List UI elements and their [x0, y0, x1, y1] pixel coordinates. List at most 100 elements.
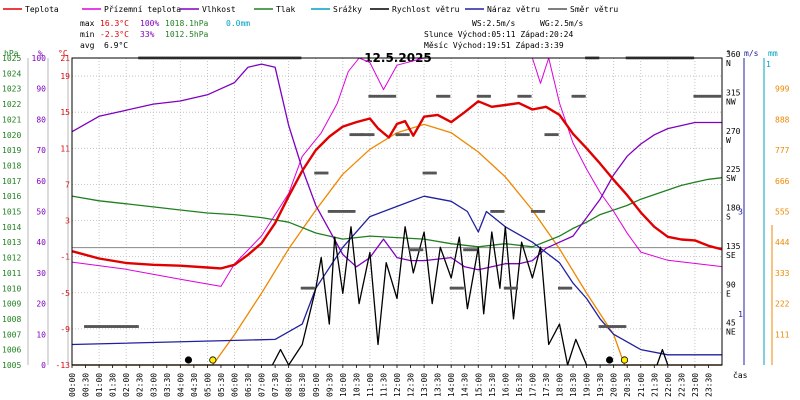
wind-direction-mark — [426, 171, 430, 175]
stats-avg-label: avg — [80, 41, 95, 50]
direction-tick-label: N — [726, 59, 731, 68]
x-tick-label: 09:30 — [325, 373, 334, 397]
wind-direction-mark — [132, 325, 136, 328]
wind-unit: m/s — [744, 49, 759, 58]
wind-direction-mark — [312, 286, 315, 290]
direction-tick-label: S — [726, 213, 731, 222]
wind-direction-mark — [304, 286, 308, 290]
x-tick-label: 16:00 — [501, 373, 510, 397]
wind-direction-mark — [534, 210, 538, 213]
humidity-tick-label: 60 — [36, 177, 46, 186]
x-tick-label: 14:30 — [461, 373, 470, 397]
wind-direction-mark — [555, 133, 559, 137]
x-axis-label: čas — [733, 370, 748, 380]
wind-direction-mark — [515, 286, 519, 290]
wind-direction-mark — [124, 325, 128, 328]
wind-direction-mark — [476, 94, 480, 98]
pressure-tick-label: 1024 — [2, 69, 21, 78]
pressure-tick-label: 1020 — [2, 131, 21, 140]
pressure-tick-label: 1019 — [2, 146, 21, 155]
wind-direction-mark — [615, 325, 619, 328]
wind-direction-mark — [480, 94, 484, 98]
wind-direction-mark — [478, 94, 482, 98]
wind-direction-mark — [350, 210, 354, 213]
wind-direction-mark — [379, 94, 383, 98]
wind-direction-mark — [577, 94, 581, 98]
pressure-tick-label: 1010 — [2, 284, 21, 293]
wind-direction-mark — [563, 286, 567, 290]
x-tick-label: 03:00 — [149, 373, 158, 397]
wind-direction-mark — [461, 286, 464, 290]
wind-direction-mark — [327, 210, 331, 213]
wind-direction-mark — [348, 210, 352, 213]
x-tick-label: 20:30 — [623, 373, 632, 397]
sun-moon-markers — [184, 356, 629, 364]
legend: Teplota Přízemní teplota Vlhkost Tlak Sr… — [3, 5, 618, 14]
humidity-unit: % — [38, 49, 43, 58]
wind-direction-mark — [526, 94, 530, 98]
wind-direction-mark — [536, 210, 540, 213]
wind-direction-mark — [385, 94, 389, 98]
wind-direction-mark — [441, 94, 445, 98]
wind-direction-mark — [405, 133, 408, 137]
solar-tick-label: 111 — [775, 330, 790, 339]
x-tick-label: 06:00 — [231, 373, 240, 397]
wind-direction-mark — [617, 325, 621, 328]
pressure-unit: hPa — [4, 49, 19, 58]
wind-direction-mark — [432, 171, 435, 175]
direction-tick-label: SE — [726, 251, 736, 260]
pressure-tick-label: 1018 — [2, 161, 21, 170]
direction-tick-value: 270 — [726, 127, 741, 136]
wind-direction-mark — [369, 133, 373, 137]
wind-direction-mark — [443, 94, 447, 98]
x-tick-label: 05:30 — [217, 373, 226, 397]
wind-direction-mark — [693, 94, 697, 98]
wind-direction-mark — [472, 248, 476, 252]
wind-direction-mark — [347, 210, 350, 213]
wind-direction-mark — [401, 133, 404, 137]
wind-direction-mark — [308, 286, 312, 290]
wind-direction-mark — [87, 325, 91, 328]
wind-direction-mark — [120, 325, 124, 328]
wind-direction-mark — [465, 248, 468, 252]
wind-direction-mark — [457, 286, 461, 290]
x-tick-label: 18:00 — [556, 373, 565, 397]
wind-direction-mark — [439, 94, 443, 98]
wind-direction-mark — [552, 133, 555, 137]
wind-direction-mark — [409, 248, 412, 252]
right-axes: 45NE90E135SE180S225SW270W315NW360N131111… — [726, 50, 790, 365]
wind-direction-mark — [699, 94, 702, 98]
x-tick-label: 05:00 — [203, 373, 212, 397]
wind-direction-mark — [718, 94, 722, 98]
wind-direction-mark — [509, 286, 513, 290]
wind-direction-mark — [714, 94, 718, 98]
wind-direction-mark — [558, 286, 561, 290]
wind-direction-mark — [451, 286, 455, 290]
wind-direction-mark — [449, 286, 453, 290]
wind-direction-mark — [499, 210, 503, 213]
x-tick-label: 11:30 — [379, 373, 388, 397]
wind-gust-info: WG:2.5m/s — [540, 19, 584, 28]
wind-direction-mark — [302, 286, 306, 290]
wind-direction-mark — [108, 325, 112, 328]
wind-direction-mark — [323, 171, 327, 175]
pressure-tick-label: 1009 — [2, 300, 21, 309]
stats-max-label: max — [80, 19, 95, 28]
temperature-unit: °C — [58, 49, 68, 58]
x-tick-label: 19:30 — [596, 373, 605, 397]
solar-tick-label: 444 — [775, 238, 790, 247]
wind-direction-mark — [353, 133, 357, 137]
direction-tick-value: 225 — [726, 165, 741, 174]
wind-direction-mark — [130, 325, 134, 328]
wind-direction-mark — [538, 210, 542, 213]
wind-direction-mark — [567, 286, 571, 290]
wind-direction-mark — [93, 325, 97, 328]
stats-max-temp: 16.3°C — [100, 19, 129, 28]
wind-direction-mark — [97, 325, 101, 328]
temperature-tick-label: -5 — [60, 289, 70, 298]
stats-min-humidity: 33% — [140, 30, 155, 39]
wind-direction-mark — [524, 94, 528, 98]
x-tick-label: 04:00 — [176, 373, 185, 397]
direction-tick-value: 180 — [726, 204, 741, 213]
wind-direction-mark — [362, 133, 365, 137]
